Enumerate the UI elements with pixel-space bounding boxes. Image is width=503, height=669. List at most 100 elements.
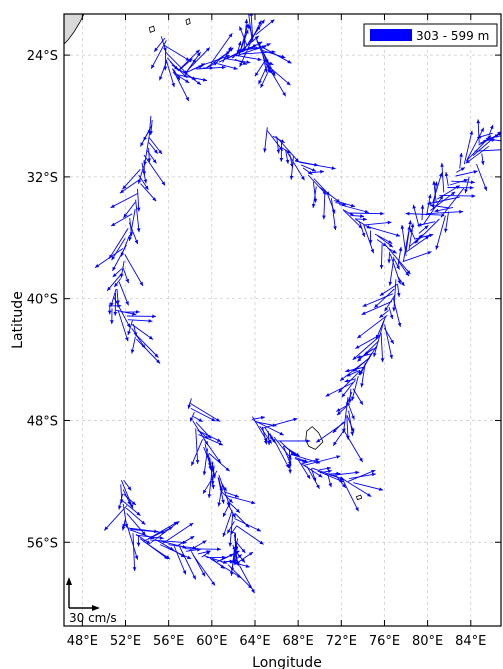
velocity-arrow-head: [470, 180, 475, 184]
velocity-arrow: [203, 438, 222, 464]
velocity-arrow: [338, 204, 369, 213]
velocity-arrow: [389, 258, 395, 286]
velocity-arrow: [188, 402, 221, 422]
velocity-arrow: [405, 235, 430, 253]
velocity-arrow: [238, 23, 249, 56]
velocity-arrow: [306, 465, 320, 490]
velocity-arrow-head: [338, 388, 343, 393]
velocity-arrow-head: [161, 530, 166, 534]
velocity-arrow: [286, 151, 305, 181]
velocity-arrow-head: [136, 207, 141, 212]
velocity-arrow-head: [132, 567, 137, 571]
velocity-arrow: [124, 254, 144, 287]
velocity-arrow-head: [134, 239, 138, 245]
velocity-arrow-head: [480, 127, 484, 132]
velocity-arrow-head: [287, 59, 292, 64]
velocity-arrow-head: [121, 526, 126, 531]
velocity-arrow: [162, 522, 194, 545]
velocity-arrow-head: [107, 286, 111, 291]
velocity-arrow-head: [288, 469, 292, 474]
velocity-arrow-head: [182, 570, 187, 575]
velocity-arrow-head: [206, 551, 211, 555]
velocity-arrow-head: [341, 483, 346, 488]
velocity-arrow: [330, 471, 360, 476]
velocity-arrow: [234, 518, 262, 532]
velocity-arrow-head: [221, 65, 226, 70]
velocity-arrow-head: [280, 139, 285, 143]
velocity-arrow-head: [337, 411, 341, 416]
velocity-arrow-head: [424, 225, 429, 230]
velocity-arrow-head: [143, 179, 148, 184]
velocity-arrow-head: [198, 418, 203, 422]
velocity-arrow: [199, 54, 230, 67]
velocity-arrow: [197, 429, 222, 443]
velocity-arrow: [465, 145, 490, 164]
velocity-arrow-head: [341, 393, 346, 398]
velocity-arrow-head: [410, 228, 414, 233]
velocity-arrow-head: [316, 484, 320, 489]
velocity-arrow: [351, 375, 359, 401]
velocity-arrow-head: [158, 149, 162, 154]
velocity-arrow-head: [469, 185, 474, 190]
velocity-arrow: [143, 154, 166, 186]
velocity-arrow: [342, 209, 363, 229]
velocity-arrow: [359, 352, 372, 376]
velocity-arrow-head: [146, 540, 151, 544]
velocity-arrow-head: [326, 466, 331, 471]
velocity-arrow-head: [281, 54, 286, 59]
velocity-arrow-head: [234, 494, 239, 498]
velocity-arrow: [386, 245, 411, 275]
velocity-arrow-head: [118, 505, 122, 510]
velocity-arrow-head: [131, 501, 136, 505]
velocity-arrow-head: [222, 555, 226, 560]
velocity-arrow-head: [222, 532, 227, 537]
velocity-arrow-head: [388, 243, 393, 248]
velocity-arrow-head: [390, 339, 394, 344]
velocity-arrow: [202, 470, 218, 494]
velocity-arrow-head: [258, 80, 262, 85]
velocity-arrow: [363, 221, 392, 226]
velocity-arrow: [273, 439, 290, 469]
velocity-arrow-head: [156, 359, 161, 364]
velocity-arrow: [188, 47, 211, 70]
velocity-arrow-head: [251, 588, 255, 594]
velocity-arrow-head: [95, 264, 100, 268]
velocity-arrow: [131, 328, 146, 349]
velocity-arrow: [218, 474, 231, 507]
velocity-arrow-head: [384, 307, 389, 312]
velocity-arrow: [266, 64, 287, 97]
velocity-arrow: [290, 156, 294, 180]
velocity-arrow: [489, 138, 501, 142]
velocity-arrow: [405, 220, 412, 252]
velocity-arrow-head: [175, 521, 180, 525]
velocity-arrow-head: [255, 46, 260, 50]
velocity-arrow-head: [425, 235, 430, 240]
velocity-arrow-head: [350, 203, 355, 208]
velocity-arrow: [239, 565, 255, 594]
velocity-arrow-head: [352, 356, 357, 360]
velocity-arrow: [147, 521, 179, 540]
velocity-arrow: [190, 439, 203, 466]
velocity-arrow: [128, 319, 153, 322]
velocity-arrow-head: [325, 393, 330, 397]
velocity-arrow-head: [473, 170, 478, 174]
velocity-arrow-head: [112, 273, 117, 278]
velocity-arrow-head: [464, 189, 468, 194]
velocity-arrow-head: [355, 470, 360, 475]
velocity-arrow: [435, 215, 446, 250]
velocity-arrow-head: [228, 33, 233, 38]
velocity-arrow: [412, 204, 420, 228]
velocity-arrow: [239, 35, 255, 67]
velocity-arrow: [258, 62, 270, 85]
x-tick-label: 52°E: [110, 634, 141, 649]
velocity-arrow-head: [129, 232, 134, 237]
velocity-arrow: [299, 161, 336, 170]
velocity-arrow-head: [459, 210, 464, 214]
velocity-arrow-head: [185, 79, 190, 83]
velocity-arrow: [474, 149, 501, 152]
velocity-arrow: [131, 324, 154, 340]
velocity-arrow-head: [388, 240, 393, 244]
velocity-arrow: [290, 453, 321, 464]
velocity-arrow-head: [159, 536, 164, 540]
velocity-arrow-head: [379, 292, 384, 296]
